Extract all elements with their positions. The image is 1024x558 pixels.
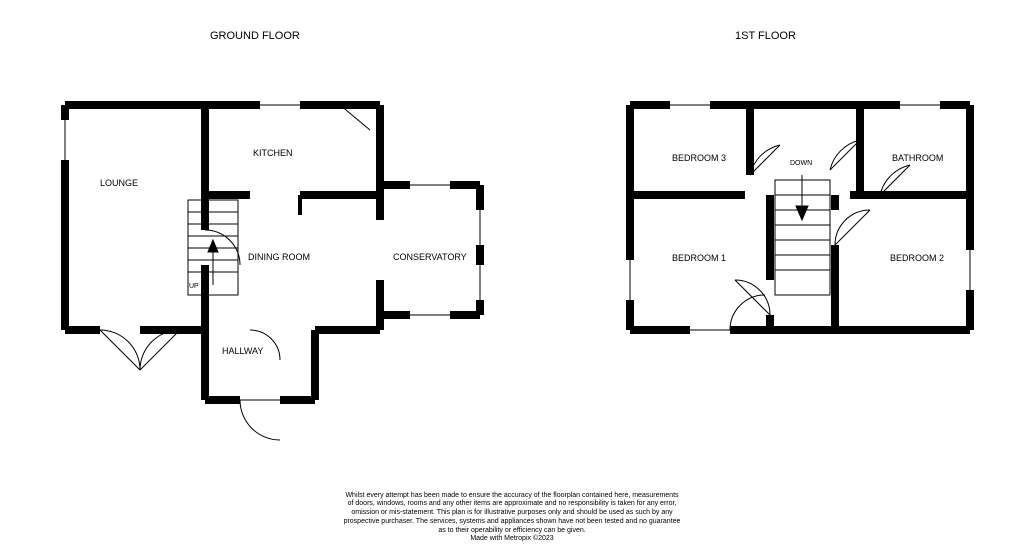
disclaimer-credit: Made with Metropix ©2023 <box>470 535 553 542</box>
bathroom-label: BATHROOM <box>892 153 943 163</box>
disclaimer-line: as to their operability or efficiency ca… <box>438 527 585 534</box>
disclaimer-line: of doors, windows, rooms and any other i… <box>348 500 677 507</box>
disclaimer-text: Whilst every attempt has been made to en… <box>0 492 1024 545</box>
disclaimer-line: omission or mis-statement. This plan is … <box>351 509 672 516</box>
first-floor-plan <box>600 80 1020 380</box>
bedroom3-label: BEDROOM 3 <box>672 153 726 163</box>
conservatory-label: CONSERVATORY <box>393 252 467 262</box>
bedroom1-label: BEDROOM 1 <box>672 253 726 263</box>
disclaimer-line: Whilst every attempt has been made to en… <box>345 492 678 499</box>
dining-room-label: DINING ROOM <box>248 252 310 262</box>
disclaimer-line: prospective purchaser. The services, sys… <box>344 518 681 525</box>
hallway-label: HALLWAY <box>222 346 263 356</box>
kitchen-label: KITCHEN <box>253 148 293 158</box>
ground-stair-direction: UP <box>189 283 199 290</box>
ground-floor-title: GROUND FLOOR <box>210 30 300 42</box>
bedroom2-label: BEDROOM 2 <box>890 253 944 263</box>
first-stair-direction: DOWN <box>790 160 812 167</box>
first-floor-title: 1ST FLOOR <box>735 30 796 42</box>
floorplan-page: GROUND FLOOR 1ST FLOOR <box>0 0 1024 558</box>
lounge-label: LOUNGE <box>100 178 138 188</box>
